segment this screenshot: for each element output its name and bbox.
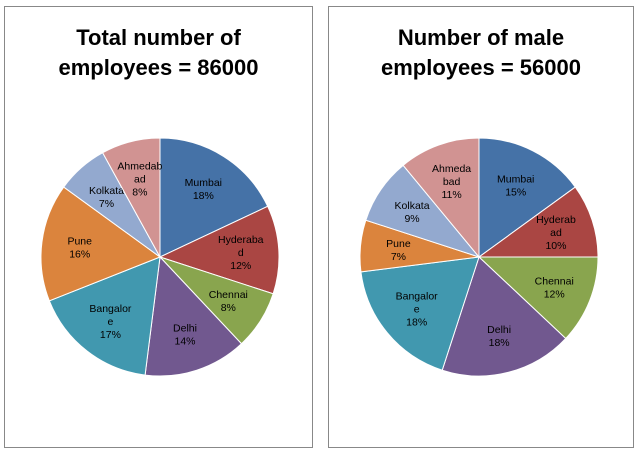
label-name: Ahmeda	[432, 163, 471, 175]
title-line: employees = 86000	[58, 55, 259, 80]
pie-slice-chennai	[477, 256, 599, 340]
label-name: Kolkata	[395, 200, 430, 212]
label-name: e	[107, 316, 113, 328]
pie-slice-hyderabad	[477, 186, 599, 258]
label-value: 8%	[132, 187, 147, 199]
data-label-pune: Pune 7%	[386, 238, 411, 263]
data-label-ahmedabad: Ahmedab ad 8%	[117, 161, 162, 199]
title-line: employees = 56000	[381, 55, 581, 80]
data-label-delhi: Delhi 14%	[173, 322, 197, 347]
data-label-kolkata: Kolkata 7%	[89, 185, 124, 210]
data-label-hyderabad: Hyderaba d 12%	[218, 234, 264, 272]
label-value: 18%	[406, 317, 427, 329]
pie-chart: Mumbai 15%Hyderab ad 10%Chennai 12%Delhi 18%B…	[359, 137, 599, 377]
label-name: Ahmedab	[117, 161, 162, 173]
pie-slice-mumbai	[159, 137, 269, 258]
title-line: Total number of	[76, 25, 241, 50]
label-name: Delhi	[173, 322, 197, 334]
label-name: Bangalor	[396, 291, 439, 303]
label-value: 18%	[193, 190, 214, 202]
pie-slice-mumbai	[478, 137, 576, 258]
pie-slice-ahmedabad	[101, 137, 161, 258]
label-value: 12%	[544, 288, 565, 300]
data-label-chennai: Chennai 8%	[209, 289, 248, 314]
label-value: 11%	[441, 189, 461, 201]
pie-slice-bangalore	[360, 256, 480, 371]
label-name: Hyderaba	[218, 234, 264, 246]
pie-slice-delhi	[144, 255, 243, 377]
data-label-hyderabad: Hyderab ad 10%	[536, 214, 576, 252]
data-label-ahmedabad: Ahmeda bad 11%	[432, 163, 471, 201]
label-name: ad	[134, 174, 146, 186]
data-label-bangalore: Bangalor e 17%	[89, 303, 132, 341]
data-label-chennai: Chennai 12%	[535, 275, 574, 300]
data-label-mumbai: Mumbai 18%	[185, 177, 222, 202]
label-name: Pune	[386, 238, 411, 250]
label-value: 16%	[69, 248, 90, 260]
data-label-bangalore: Bangalor e 18%	[396, 291, 439, 329]
label-name: Chennai	[209, 289, 248, 301]
data-label-mumbai: Mumbai 15%	[497, 173, 534, 198]
label-name: Kolkata	[89, 185, 124, 197]
label-name: Mumbai	[185, 177, 222, 189]
label-name: Hyderab	[536, 214, 576, 226]
label-name: e	[414, 304, 420, 316]
chart-title: Total number of employees = 86000	[5, 23, 312, 83]
chart-panel-male: Number of male employees = 56000 Mumbai 1…	[328, 6, 634, 448]
label-value: 18%	[489, 337, 510, 349]
pie-slice-delhi	[441, 256, 567, 377]
label-value: 15%	[505, 186, 526, 198]
pie-slice-hyderabad	[158, 205, 280, 295]
label-name: Chennai	[535, 275, 574, 287]
title-line: Number of male	[397, 25, 565, 50]
chart-panel-total: Total number of employees = 86000 Mumbai…	[4, 6, 313, 448]
label-value: 10%	[545, 240, 566, 252]
label-value: 17%	[100, 329, 121, 341]
pie-slice-ahmedabad	[402, 137, 480, 259]
label-name: Mumbai	[497, 173, 534, 185]
data-label-delhi: Delhi 18%	[487, 324, 511, 349]
label-name: Pune	[67, 235, 92, 247]
label-value: 7%	[99, 198, 114, 210]
label-value: 14%	[174, 335, 195, 347]
data-label-pune: Pune 16%	[67, 235, 92, 260]
label-value: 9%	[404, 213, 419, 225]
label-value: 7%	[391, 251, 406, 263]
label-name: ad	[550, 227, 562, 239]
pie-slice-bangalore	[48, 256, 161, 376]
pie-chart: Mumbai 18%Hyderaba d 12%Chennai 8%Delhi 14%Ba…	[40, 137, 280, 377]
label-value: 12%	[230, 260, 251, 272]
label-value: 8%	[221, 302, 236, 314]
label-name: Bangalor	[89, 303, 132, 315]
chart-title: Number of male employees = 56000	[329, 23, 633, 83]
label-name: bad	[443, 176, 461, 188]
pie-slice-pune	[40, 186, 162, 302]
label-name: Delhi	[487, 324, 511, 336]
label-name: d	[238, 247, 244, 259]
data-label-kolkata: Kolkata 9%	[395, 200, 430, 225]
